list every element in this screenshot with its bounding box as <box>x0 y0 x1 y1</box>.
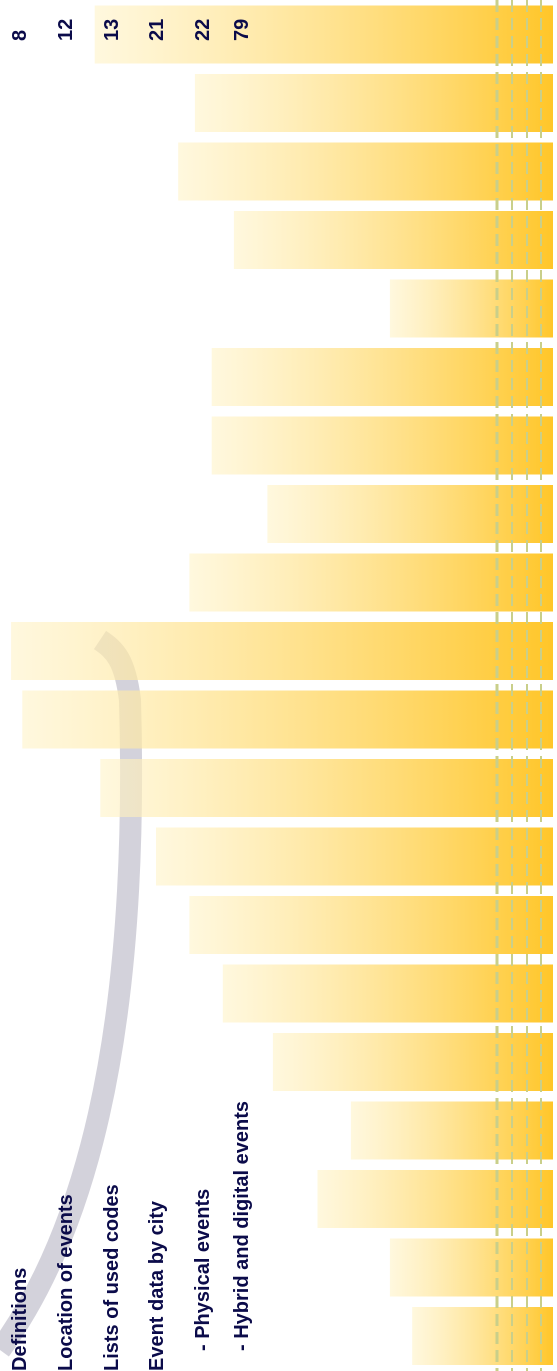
decor-bar <box>94 5 553 64</box>
decor-bar <box>317 1170 553 1228</box>
toc-entry-page: 13 <box>101 18 123 41</box>
decor-bar <box>22 690 554 749</box>
toc-entry-page: 79 <box>231 18 253 41</box>
toc-entry-label: - Hybrid and digital events <box>231 1100 253 1351</box>
toc-entry-label: Definitions <box>9 1267 31 1371</box>
toc-entry-page: 21 <box>146 18 168 41</box>
decor-bar <box>100 759 554 817</box>
toc-entry-label: Location of events <box>55 1194 77 1371</box>
toc-entry-label: Lists of used codes <box>101 1184 123 1371</box>
decor-bar <box>233 211 553 269</box>
decor-bar <box>156 827 553 886</box>
toc-entry-page: 22 <box>192 18 214 41</box>
decor-bar <box>412 1307 553 1365</box>
toc-entry-page: 8 <box>9 29 31 41</box>
toc-entry-label: Event data by city <box>146 1200 168 1371</box>
toc-entry-label: - Physical events <box>192 1188 214 1351</box>
toc-entry-page: 12 <box>55 18 77 41</box>
decor-bar <box>11 622 554 680</box>
decor-bar <box>389 1238 553 1297</box>
decor-bar <box>189 896 553 954</box>
decor-bar <box>194 74 553 132</box>
decor-bar <box>211 416 553 475</box>
decor-bar <box>350 1101 553 1160</box>
decor-bar <box>178 142 553 201</box>
decor-bar <box>389 279 553 338</box>
decor-bar <box>189 553 553 612</box>
decor-bar <box>272 1033 553 1091</box>
decor-bar <box>267 485 553 543</box>
